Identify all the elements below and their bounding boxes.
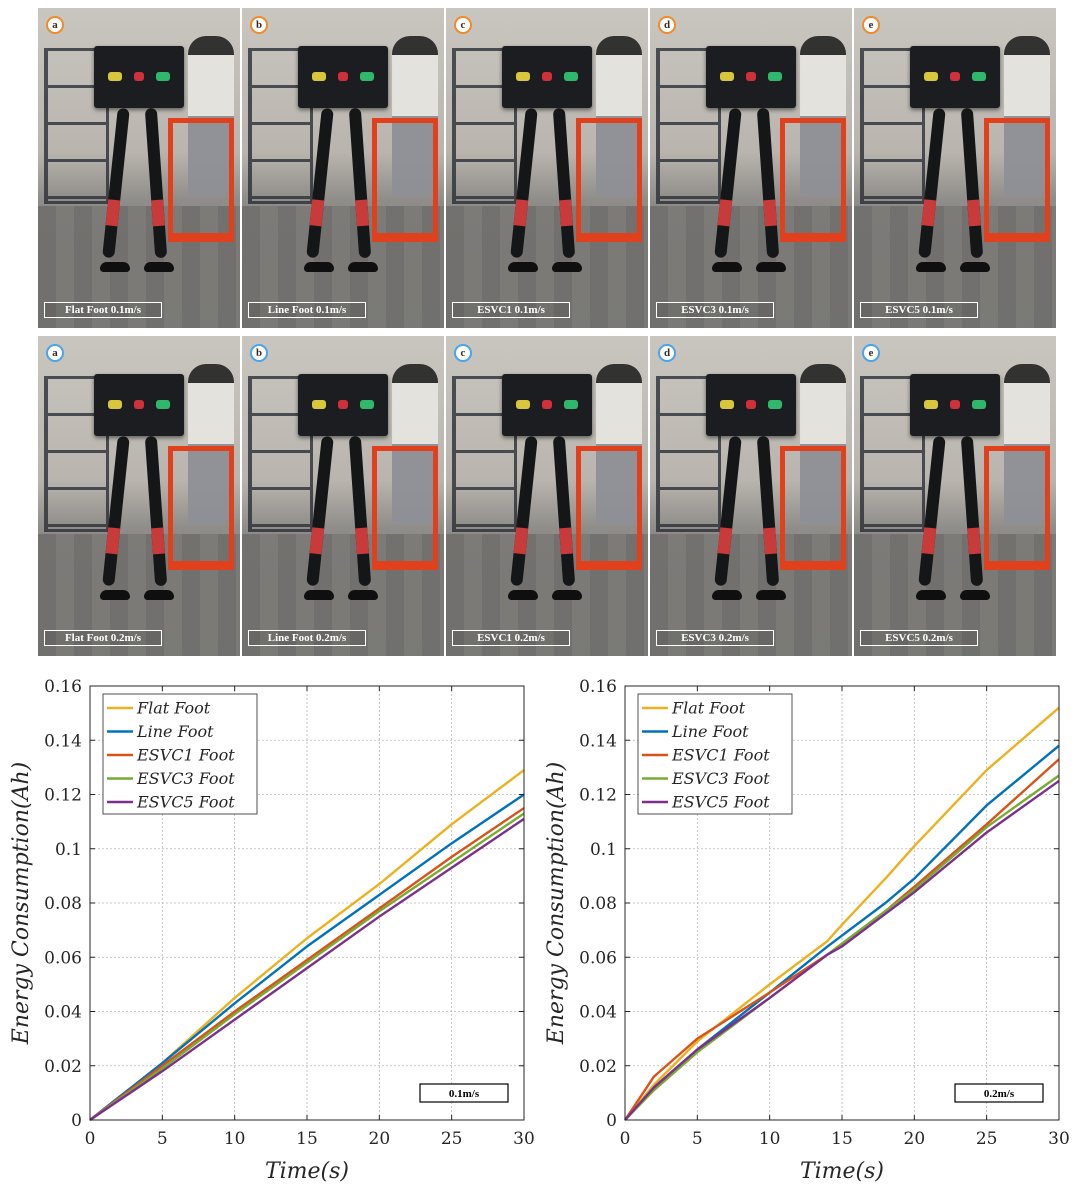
speed-annotation: 0.2m/s (984, 1088, 1015, 1100)
robot-photo-c-row2: c ESVC1 0.2m/s (446, 336, 648, 656)
series-line-esvc1-foot (89, 807, 525, 1121)
series-line-flat-foot (624, 706, 1060, 1121)
legend-entry: Flat Foot (136, 699, 211, 718)
photo-caption: ESVC5 0.1m/s (860, 302, 978, 318)
photo-caption: Flat Foot 0.1m/s (44, 302, 162, 318)
panel-letter-badge: d (658, 344, 676, 362)
photo-caption: Line Foot 0.2m/s (248, 630, 366, 646)
y-tick-label: 0 (71, 1111, 82, 1131)
robot-photo-d-row1: d ESVC3 0.1m/s (650, 8, 852, 328)
x-tick-label: 30 (513, 1129, 535, 1149)
x-tick-label: 10 (759, 1129, 781, 1149)
y-tick-label: 0.06 (579, 948, 617, 968)
y-tick-label: 0.02 (579, 1057, 617, 1077)
chart-0-1ms: 0 5 10 15 20 25 30 0 0.02 0.04 0.06 0.08 0.1 0.12 0.14… (9, 677, 535, 1184)
photo-caption: Flat Foot 0.2m/s (44, 630, 162, 646)
x-tick-label: 20 (904, 1129, 926, 1149)
x-tick-label: 25 (441, 1129, 463, 1149)
y-tick-label: 0.14 (44, 731, 82, 751)
panel-letter-badge: c (454, 344, 472, 362)
robot-photo-e-row1: e ESVC5 0.1m/s (854, 8, 1056, 328)
legend-entry: ESVC5 Foot (136, 793, 235, 812)
x-tick-label: 30 (1048, 1129, 1070, 1149)
robot-photo-b-row2: b Line Foot 0.2m/s (242, 336, 444, 656)
y-tick-label: 0.08 (44, 894, 82, 914)
robot-photo-d-row2: d ESVC3 0.2m/s (650, 336, 852, 656)
series-line-esvc3-foot (89, 812, 525, 1121)
x-tick-label: 25 (976, 1129, 998, 1149)
robot-photo-b-row1: b Line Foot 0.1m/s (242, 8, 444, 328)
y-axis-label: Energy Consumption(Ah) (9, 762, 34, 1045)
y-tick-label: 0.06 (44, 948, 82, 968)
photo-grid: a Flat Foot 0.1m/s b Line Foot 0.1m/s c ESVC1… (38, 8, 1056, 664)
legend-entry: ESVC3 Foot (136, 769, 235, 788)
y-tick-label: 0.12 (579, 786, 617, 806)
panel-letter-badge: e (862, 16, 880, 34)
x-axis-label: Time(s) (800, 1159, 884, 1184)
y-tick-label: 0.08 (579, 894, 617, 914)
y-tick-label: 0 (606, 1111, 617, 1131)
robot-photo-e-row2: e ESVC5 0.2m/s (854, 336, 1056, 656)
series-line-line-foot (89, 793, 525, 1121)
speed-annotation-box (419, 1083, 509, 1103)
series-line-esvc5-foot (89, 817, 525, 1121)
photo-caption: Line Foot 0.1m/s (248, 302, 366, 318)
photo-caption: ESVC3 0.2m/s (656, 630, 774, 646)
y-tick-label: 0.02 (44, 1057, 82, 1077)
x-tick-label: 15 (831, 1129, 853, 1149)
photo-caption: ESVC5 0.2m/s (860, 630, 978, 646)
speed-annotation: 0.1m/s (449, 1088, 480, 1100)
robot-photo-c-row1: c ESVC1 0.1m/s (446, 8, 648, 328)
legend-entry: Flat Foot (671, 699, 746, 718)
y-tick-label: 0.16 (579, 677, 617, 697)
chart-0-2ms: 0 5 10 15 20 25 30 0 0.02 0.04 0.06 0.08 0.1 0.12 0.14… (544, 677, 1070, 1184)
panel-letter-badge: b (250, 16, 268, 34)
panel-letter-badge: d (658, 16, 676, 34)
x-tick-label: 15 (296, 1129, 318, 1149)
y-tick-label: 0.04 (44, 1003, 82, 1023)
y-tick-label: 0.04 (579, 1003, 617, 1023)
photo-caption: ESVC3 0.1m/s (656, 302, 774, 318)
x-tick-label: 10 (224, 1129, 246, 1149)
y-axis-label: Energy Consumption(Ah) (544, 762, 569, 1045)
legend-entry: ESVC1 Foot (671, 746, 770, 765)
y-tick-label: 0.14 (579, 731, 617, 751)
legend-entry: ESVC3 Foot (671, 769, 770, 788)
x-tick-label: 0 (85, 1129, 96, 1149)
x-axis-label: Time(s) (265, 1159, 349, 1184)
x-tick-label: 5 (157, 1129, 168, 1149)
legend-entry: Line Foot (671, 722, 749, 741)
photo-caption: ESVC1 0.1m/s (452, 302, 570, 318)
photo-caption: ESVC1 0.2m/s (452, 630, 570, 646)
legend-entry: ESVC5 Foot (671, 793, 770, 812)
panel-letter-badge: c (454, 16, 472, 34)
x-tick-label: 5 (692, 1129, 703, 1149)
x-tick-label: 20 (369, 1129, 391, 1149)
legend-entry: Line Foot (136, 722, 214, 741)
speed-annotation-box (954, 1083, 1044, 1103)
panel-letter-badge: a (46, 344, 64, 362)
robot-photo-a-row2: a Flat Foot 0.2m/s (38, 336, 240, 656)
panel-letter-badge: e (862, 344, 880, 362)
series-line-esvc5-foot (624, 779, 1060, 1121)
x-tick-label: 0 (620, 1129, 631, 1149)
y-tick-label: 0.12 (44, 786, 82, 806)
panel-letter-badge: b (250, 344, 268, 362)
legend-entry: ESVC1 Foot (136, 746, 235, 765)
y-tick-label: 0.1 (55, 840, 82, 860)
y-tick-label: 0.16 (44, 677, 82, 697)
panel-letter-badge: a (46, 16, 64, 34)
y-tick-label: 0.1 (590, 840, 617, 860)
robot-photo-a-row1: a Flat Foot 0.1m/s (38, 8, 240, 328)
